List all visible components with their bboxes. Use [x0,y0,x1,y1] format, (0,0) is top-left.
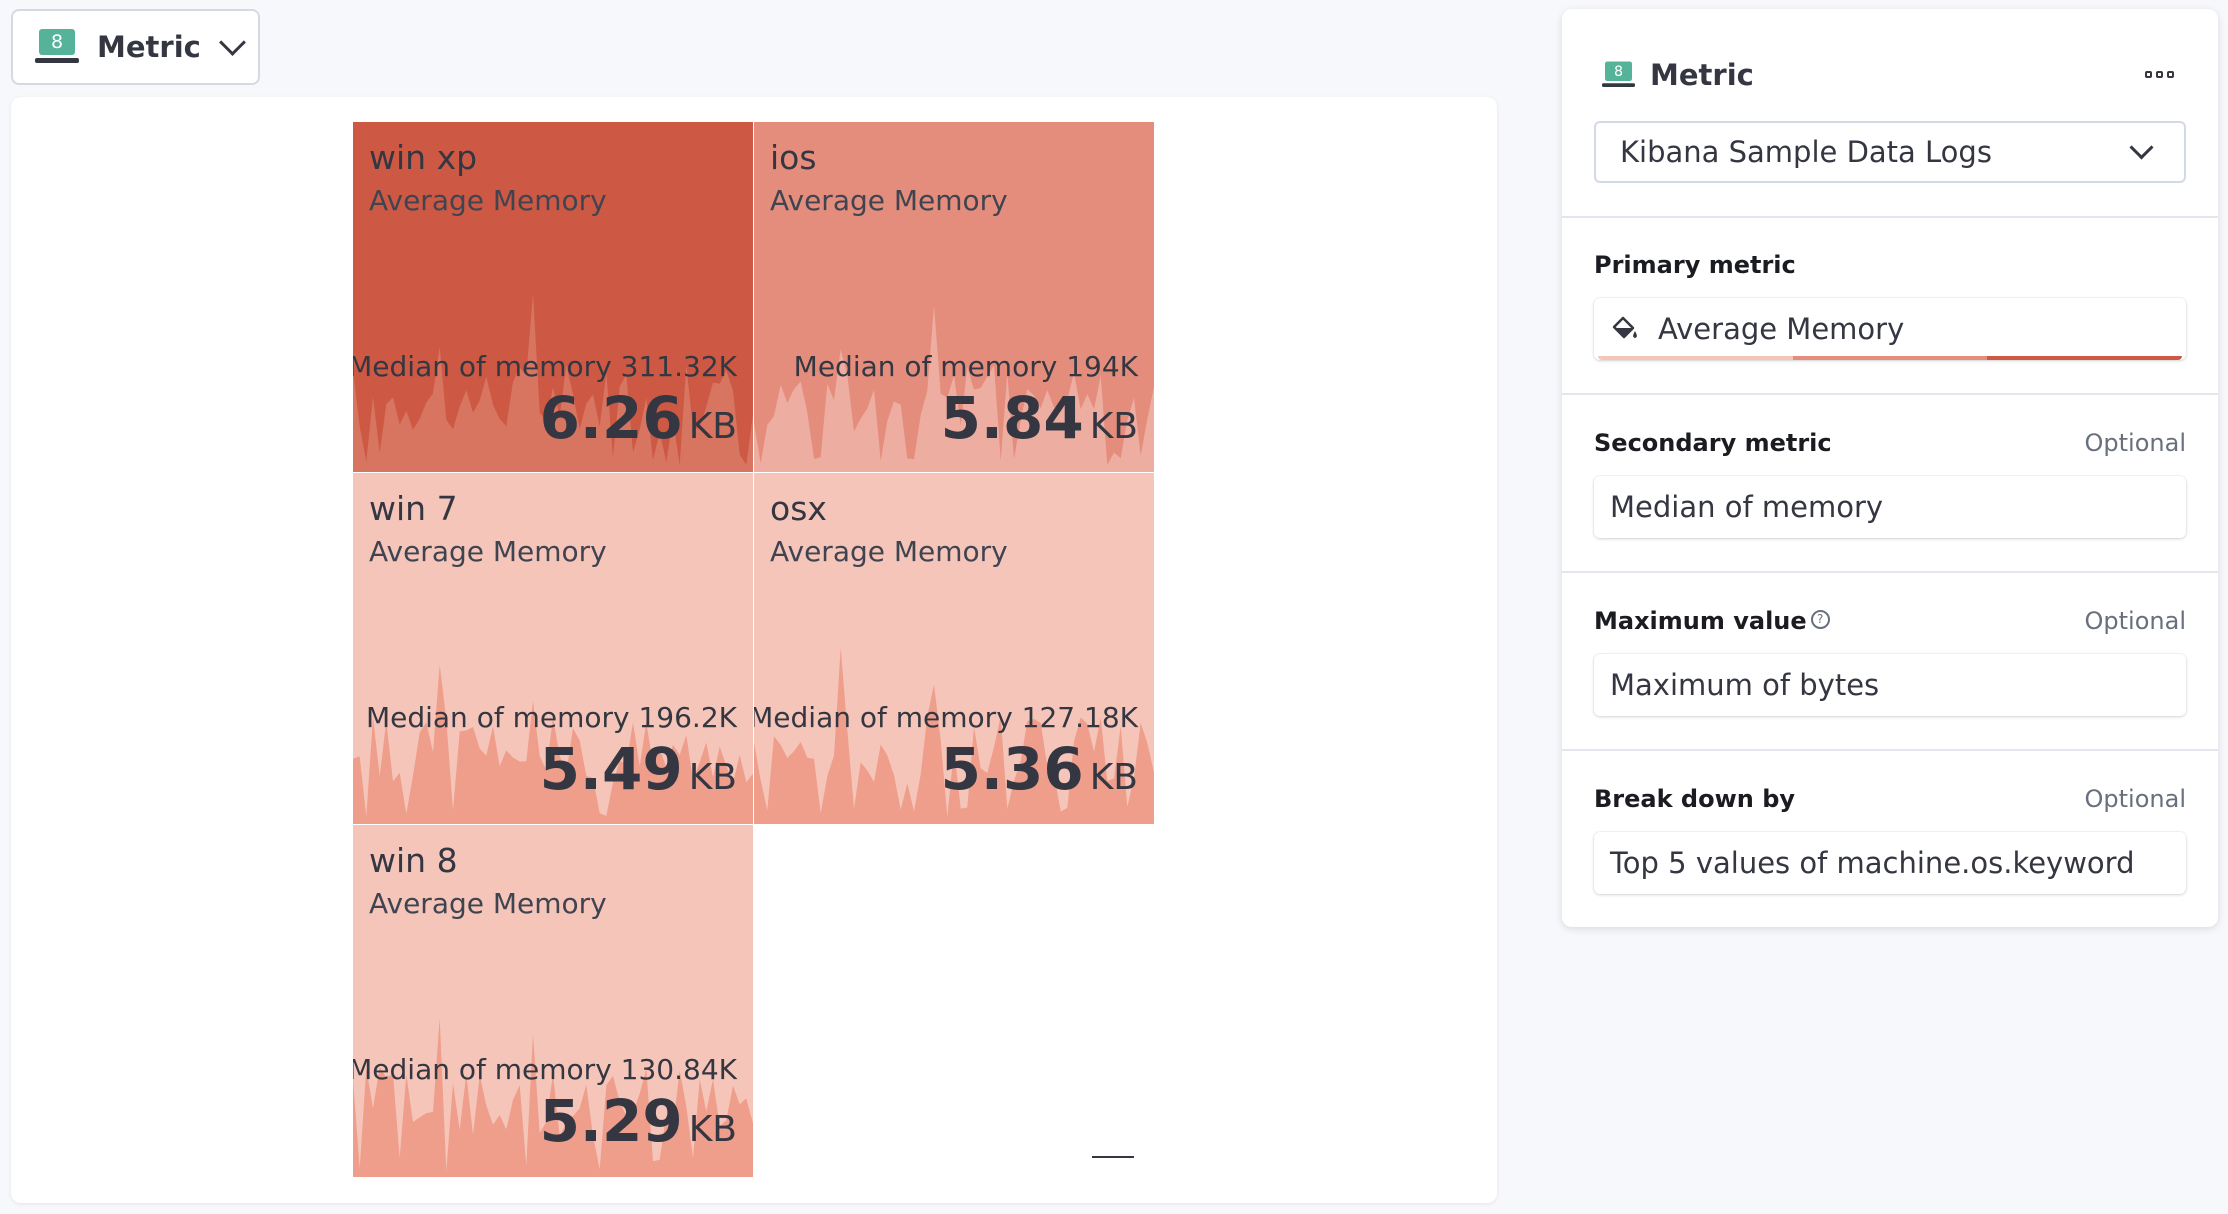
chart-panel: win xp Average Memory Median of memory 3… [11,97,1497,1203]
metric-chart-icon: 8 [1602,61,1635,89]
maximum-value-field[interactable]: Maximum of bytes [1594,654,2186,716]
break-down-by-field[interactable]: Top 5 values of machine.os.keyword [1594,832,2186,894]
layer-config-panel: 8 Metric Kibana Sample Data Logs Primary… [1562,9,2218,927]
break-down-by-value: Top 5 values of machine.os.keyword [1610,846,2135,880]
tile-secondary-metric: Median of memory 127.18K [754,701,1138,734]
help-icon[interactable]: ? [1810,610,1830,629]
layer-header: 8 Metric [1602,57,1754,93]
secondary-metric-label: Secondary metric [1594,429,1832,457]
sparkline-area [353,293,753,472]
tile-subtitle: Average Memory [770,184,1008,217]
chart-type-label: Metric [97,30,201,64]
more-actions-icon[interactable] [2145,71,2174,78]
sparkline [353,293,753,472]
tile-value: 5.49 KB [539,735,737,803]
tile-subtitle: Average Memory [770,535,1008,568]
tile-value: 5.84 KB [940,384,1138,452]
sparkline-area [754,647,1154,824]
optional-label: Optional [2084,429,2186,457]
metric-tile-ios[interactable]: ios Average Memory Median of memory 194K… [754,122,1154,472]
sparkline [754,305,1154,472]
sparkline [754,647,1154,824]
tile-value: 5.36 KB [940,735,1138,803]
tile-subtitle: Average Memory [369,887,607,920]
color-bucket-icon [1612,316,1637,339]
chart-type-switcher[interactable]: 8 Metric [11,9,260,85]
chevron-down-icon [218,28,246,56]
tile-secondary-metric: Median of memory 311.32K [353,350,737,383]
color-palette-bar [1598,356,2182,360]
sparkline-area [353,1018,753,1177]
primary-metric-field[interactable]: Average Memory [1594,298,2186,360]
chevron-down-icon [2129,135,2154,160]
primary-metric-value: Average Memory [1658,312,1905,346]
optional-label: Optional [2084,607,2186,635]
sparkline [353,1018,753,1177]
data-view-select[interactable]: Kibana Sample Data Logs [1594,121,2186,183]
empty-tile-dash [1092,1156,1134,1158]
tile-secondary-metric: Median of memory 196.2K [365,701,737,734]
tile-value: 6.26 KB [539,384,737,452]
optional-label: Optional [2084,785,2186,813]
maximum-value-value: Maximum of bytes [1610,668,1880,702]
primary-metric-label: Primary metric [1594,251,1796,279]
tile-title: ios [770,138,817,177]
secondary-metric-field[interactable]: Median of memory [1594,476,2186,538]
tile-subtitle: Average Memory [369,535,607,568]
sparkline-area [754,305,1154,472]
tile-secondary-metric: Median of memory 194K [793,350,1138,383]
layer-title: Metric [1650,58,1754,92]
metric-tile-win-xp[interactable]: win xp Average Memory Median of memory 3… [353,122,753,472]
tile-title: win 7 [369,489,458,528]
metric-tile-win-8[interactable]: win 8 Average Memory Median of memory 13… [353,825,753,1177]
metric-chart-icon: 8 [35,29,79,65]
metric-tile-win-7[interactable]: win 7 Average Memory Median of memory 19… [353,473,753,824]
tile-title: win 8 [369,841,458,880]
tile-title: osx [770,489,827,528]
tile-subtitle: Average Memory [369,184,607,217]
sparkline [353,664,753,824]
tile-title: win xp [369,138,478,177]
maximum-value-label: Maximum value? [1594,607,1830,635]
break-down-by-label: Break down by [1594,785,1796,813]
tile-value: 5.29 KB [539,1087,737,1155]
sparkline-area [353,664,753,824]
secondary-metric-value: Median of memory [1610,490,1884,524]
data-view-label: Kibana Sample Data Logs [1620,135,1992,169]
metric-tile-osx[interactable]: osx Average Memory Median of memory 127.… [754,473,1154,824]
tile-secondary-metric: Median of memory 130.84K [353,1053,737,1086]
